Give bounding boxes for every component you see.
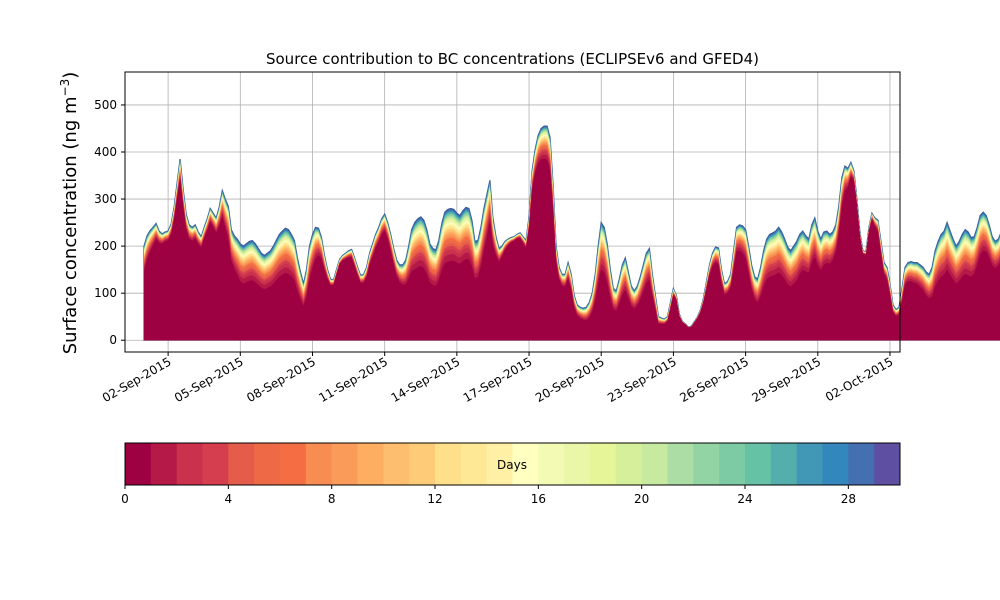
colorbar-label: Days	[497, 458, 527, 472]
x-tick-label: 23-Sep-2015	[605, 354, 679, 405]
y-tick-label: 300	[94, 192, 117, 206]
colorbar-tick-label: 8	[328, 492, 336, 506]
colorbar-tick-label: 0	[121, 492, 129, 506]
colorbar-tick-label: 20	[634, 492, 649, 506]
area-layer-day-0	[144, 158, 1000, 341]
colorbar-segment	[693, 443, 720, 485]
colorbar-segment	[770, 443, 798, 485]
x-tick-label: 11-Sep-2015	[316, 354, 390, 405]
colorbar-tick-label: 28	[841, 492, 856, 506]
colorbar-segment	[590, 443, 617, 485]
colorbar-segment	[125, 443, 152, 485]
colorbar-segment	[460, 443, 488, 485]
colorbar-segment	[202, 443, 229, 485]
colorbar-segment	[512, 443, 539, 485]
area-layers	[143, 125, 1000, 341]
colorbar-segment	[409, 443, 436, 485]
y-axis-label-superscript: −3	[58, 79, 72, 97]
y-axis-label: Surface concentration (ng m−3)	[58, 72, 81, 355]
y-tick-label: 200	[94, 239, 117, 253]
colorbar-tick-label: 4	[225, 492, 233, 506]
x-tick-label: 02-Sep-2015	[100, 354, 174, 405]
colorbar-frame	[124, 442, 901, 486]
colorbar-segment	[305, 443, 333, 485]
colorbar-segment	[357, 443, 384, 485]
colorbar-tick-label: 12	[427, 492, 442, 506]
colorbar-segment	[176, 443, 203, 485]
colorbar-segment	[254, 443, 281, 485]
x-tick-label: 26-Sep-2015	[677, 354, 751, 405]
x-tick-label: 17-Sep-2015	[461, 354, 535, 405]
colorbar-segment	[564, 443, 591, 485]
y-tick-label: 0	[109, 333, 117, 347]
colorbar-segment	[228, 443, 255, 485]
x-tick-label: 08-Sep-2015	[244, 354, 318, 405]
colorbar-segment	[822, 443, 849, 485]
colorbar-segment	[383, 443, 410, 485]
x-tick-label: 05-Sep-2015	[172, 354, 246, 405]
y-tick-label: 400	[94, 145, 117, 159]
colorbar-segment	[615, 443, 643, 485]
colorbar-segment	[641, 443, 668, 485]
colorbar-segment	[719, 443, 746, 485]
y-tick-label: 500	[94, 98, 117, 112]
colorbar-segment	[150, 443, 178, 485]
colorbar-segment	[667, 443, 694, 485]
y-tick-label: 100	[94, 286, 117, 300]
colorbar-segment	[280, 443, 307, 485]
x-tick-label: 29-Sep-2015	[750, 354, 824, 405]
colorbar-segment	[745, 443, 772, 485]
colorbar: 0 4 8 12 16 20 24 28	[121, 442, 901, 506]
colorbar-segment	[331, 443, 358, 485]
plot-frame	[124, 71, 901, 353]
colorbar-segment	[796, 443, 823, 485]
y-axis-label-close: )	[60, 72, 81, 79]
colorbar-segment	[874, 443, 901, 485]
colorbar-tick-label: 16	[531, 492, 546, 506]
colorbar-tick-label: 24	[737, 492, 752, 506]
chart-title: Source contribution to BC concentrations…	[266, 50, 759, 68]
x-tick-label: 02-Oct-2015	[823, 354, 895, 404]
x-tick-label: 20-Sep-2015	[533, 354, 607, 405]
colorbar-segment	[538, 443, 565, 485]
colorbar-segment	[848, 443, 875, 485]
colorbar-segment	[486, 443, 513, 485]
y-axis-label-text: Surface concentration (ng m	[60, 96, 81, 354]
colorbar-segment	[435, 443, 462, 485]
x-tick-label: 14-Sep-2015	[389, 354, 463, 405]
